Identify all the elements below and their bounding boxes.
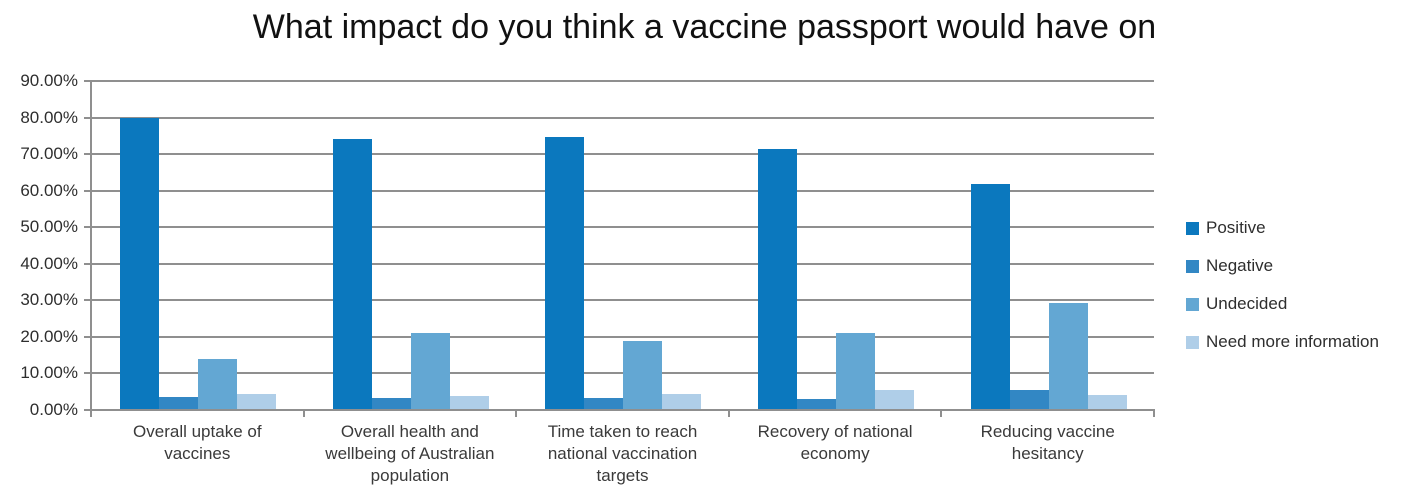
negative-bar xyxy=(797,398,837,409)
gridline xyxy=(92,80,1154,82)
y-tick-mark xyxy=(84,80,90,82)
need-more-information-bar xyxy=(237,394,277,409)
legend-item-undecided: Undecided xyxy=(1186,294,1379,313)
y-tick-mark xyxy=(84,226,90,229)
y-tick-mark xyxy=(84,335,90,338)
positive-bar xyxy=(332,138,372,409)
y-tick-label: 40.00% xyxy=(20,253,78,273)
positive-bar xyxy=(970,183,1010,409)
category-label: Overall uptake of vaccines xyxy=(133,422,262,463)
x-tick-mark xyxy=(90,411,92,417)
need-more-information-bar xyxy=(1087,394,1127,409)
legend-label: Negative xyxy=(1206,256,1274,275)
undecided-bar xyxy=(1048,303,1088,409)
y-tick-label: 80.00% xyxy=(20,107,78,127)
positive-bar xyxy=(545,137,585,409)
y-tick-label: 60.00% xyxy=(20,180,78,200)
legend-swatch-positive xyxy=(1186,221,1199,235)
legend-swatch-negative xyxy=(1186,259,1199,273)
category-label: Recovery of national economy xyxy=(757,422,913,463)
undecided-bar xyxy=(623,341,663,409)
legend-swatch-need-more-information xyxy=(1186,335,1199,349)
need-more-information-bar xyxy=(662,393,702,409)
x-tick-mark xyxy=(727,411,730,417)
y-tick-label: 30.00% xyxy=(20,290,78,310)
legend-item-need-more-information: Need more information xyxy=(1186,332,1379,351)
gridline xyxy=(92,262,1154,265)
positive-bar xyxy=(758,148,798,409)
legend-swatch-undecided xyxy=(1186,297,1199,311)
bar-group-reducing-vaccine-hesitancy xyxy=(942,80,1155,409)
y-tick-label: 90.00% xyxy=(20,71,78,90)
category-label: Reducing vaccine hesitancy xyxy=(980,422,1115,463)
bar-group-overall-health-and-wellbeing-o xyxy=(305,80,518,409)
y-tick-label: 50.00% xyxy=(20,217,78,237)
legend-label: Undecided xyxy=(1206,294,1288,313)
legend-label: Need more information xyxy=(1206,332,1379,351)
bar-group-overall-uptake-of-vaccines xyxy=(92,80,305,409)
gridline xyxy=(92,299,1154,302)
category-label: Overall health and wellbeing of Australi… xyxy=(325,422,495,485)
gridline xyxy=(92,116,1154,119)
negative-bar xyxy=(1009,390,1049,409)
undecided-bar xyxy=(198,359,238,409)
y-tick-mark xyxy=(84,299,90,302)
legend-item-negative: Negative xyxy=(1186,256,1379,275)
gridline xyxy=(92,226,1154,229)
y-tick-label: 70.00% xyxy=(20,144,78,164)
gridline xyxy=(92,335,1154,338)
x-tick-mark xyxy=(1153,411,1155,417)
need-more-information-bar xyxy=(875,390,915,409)
y-tick-mark xyxy=(84,153,90,156)
chart-title: What impact do you think a vaccine passp… xyxy=(252,8,1157,46)
y-tick-label: 0.00% xyxy=(29,400,78,419)
positive-bar xyxy=(120,118,160,409)
negative-bar xyxy=(584,397,624,409)
negative-bar xyxy=(371,398,411,409)
y-tick-mark xyxy=(84,409,90,411)
y-tick-mark xyxy=(84,372,90,375)
legend-item-positive: Positive xyxy=(1186,218,1379,237)
gridline xyxy=(92,189,1154,192)
y-tick-mark xyxy=(84,189,90,192)
plot-area xyxy=(92,80,1154,409)
undecided-bar xyxy=(836,332,876,409)
x-axis-line xyxy=(90,409,1155,411)
y-tick-mark xyxy=(84,262,90,265)
x-tick-mark xyxy=(302,411,305,417)
gridline xyxy=(92,372,1154,375)
undecided-bar xyxy=(410,333,450,409)
legend: Positive Negative Undecided Need more infor… xyxy=(1186,218,1379,371)
y-tick-mark xyxy=(84,116,90,119)
bar-group-time-taken-to-reach-national-v xyxy=(517,80,730,409)
legend-label: Positive xyxy=(1206,218,1266,237)
category-label: Time taken to reach national vaccination… xyxy=(547,422,698,485)
need-more-information-bar xyxy=(449,396,489,409)
bar-group-recovery-of-national-economy xyxy=(730,80,943,409)
y-tick-label: 10.00% xyxy=(20,363,78,383)
y-tick-label: 20.00% xyxy=(20,326,78,346)
y-axis-line xyxy=(90,80,92,411)
negative-bar xyxy=(159,397,199,409)
x-tick-mark xyxy=(940,411,943,417)
x-tick-mark xyxy=(515,411,518,417)
gridline xyxy=(92,153,1154,156)
